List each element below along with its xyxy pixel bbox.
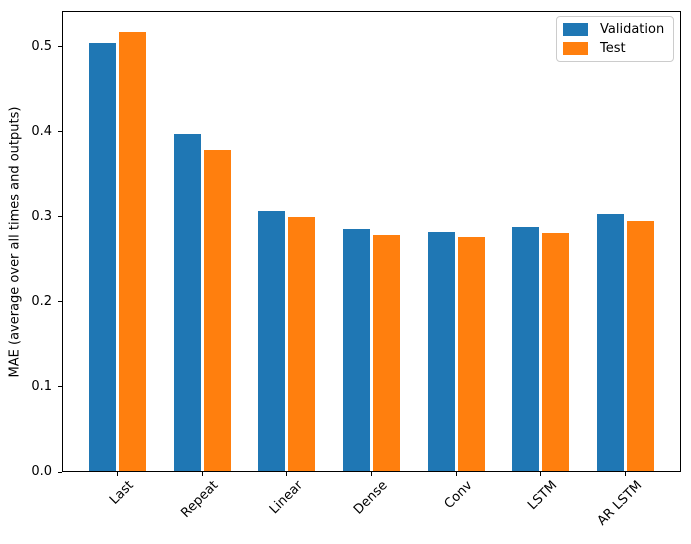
x-tick-label-ar-lstm: AR LSTM xyxy=(594,478,646,529)
x-tick-mark xyxy=(625,472,627,476)
x-tick-label-lstm: LSTM xyxy=(525,478,561,514)
y-tick-label: 0.4 xyxy=(31,123,52,139)
x-tick-mark xyxy=(201,472,203,476)
x-tick-mark xyxy=(286,472,288,476)
legend-swatch-test xyxy=(563,42,588,55)
legend-item-validation: Validation xyxy=(563,22,664,37)
x-tick-mark xyxy=(371,472,372,476)
y-tick-label: 0.2 xyxy=(31,293,52,309)
x-tick-mark xyxy=(455,472,457,476)
x-tick-label-last: Last xyxy=(107,478,137,508)
x-tick-mark xyxy=(540,472,542,476)
y-tick-mark xyxy=(58,386,62,388)
bar-validation-ar-lstm xyxy=(597,214,625,471)
bar-validation-repeat xyxy=(173,134,201,471)
y-tick-mark xyxy=(58,471,62,473)
y-tick-mark xyxy=(58,46,62,48)
legend-label: Test xyxy=(600,41,626,56)
x-tick-mark xyxy=(116,472,118,476)
legend: Validation Test xyxy=(556,16,675,62)
y-tick-mark xyxy=(58,216,62,218)
y-tick-label: 0.1 xyxy=(31,378,52,394)
x-tick-label-linear: Linear xyxy=(267,478,307,518)
x-tick-label-conv: Conv xyxy=(441,478,476,512)
y-tick-mark xyxy=(58,301,62,303)
y-tick-label: 0.3 xyxy=(31,208,52,224)
y-axis-label: MAE (average over all times and outputs) xyxy=(7,106,23,377)
bar-validation-dense xyxy=(343,229,370,471)
bar-test-conv xyxy=(457,237,485,471)
bar-test-linear xyxy=(288,216,316,471)
bar-test-last xyxy=(118,32,146,471)
bar-test-lstm xyxy=(542,232,570,471)
x-tick-label-dense: Dense xyxy=(351,478,392,518)
y-tick-label: 0.5 xyxy=(31,38,52,54)
bar-test-repeat xyxy=(203,150,231,471)
y-tick-label: 0.0 xyxy=(31,464,52,479)
bar-validation-conv xyxy=(427,231,455,471)
bar-validation-lstm xyxy=(512,226,540,471)
legend-swatch-validation xyxy=(563,23,588,36)
legend-label: Validation xyxy=(600,22,665,37)
bar-test-dense xyxy=(373,235,400,471)
bar-test-ar-lstm xyxy=(627,220,655,471)
bar-validation-linear xyxy=(258,210,286,471)
bar-validation-last xyxy=(88,43,116,471)
legend-item-test: Test xyxy=(563,41,664,56)
x-tick-label-repeat: Repeat xyxy=(178,478,222,521)
y-tick-mark xyxy=(58,131,62,133)
plot-area xyxy=(62,11,681,472)
